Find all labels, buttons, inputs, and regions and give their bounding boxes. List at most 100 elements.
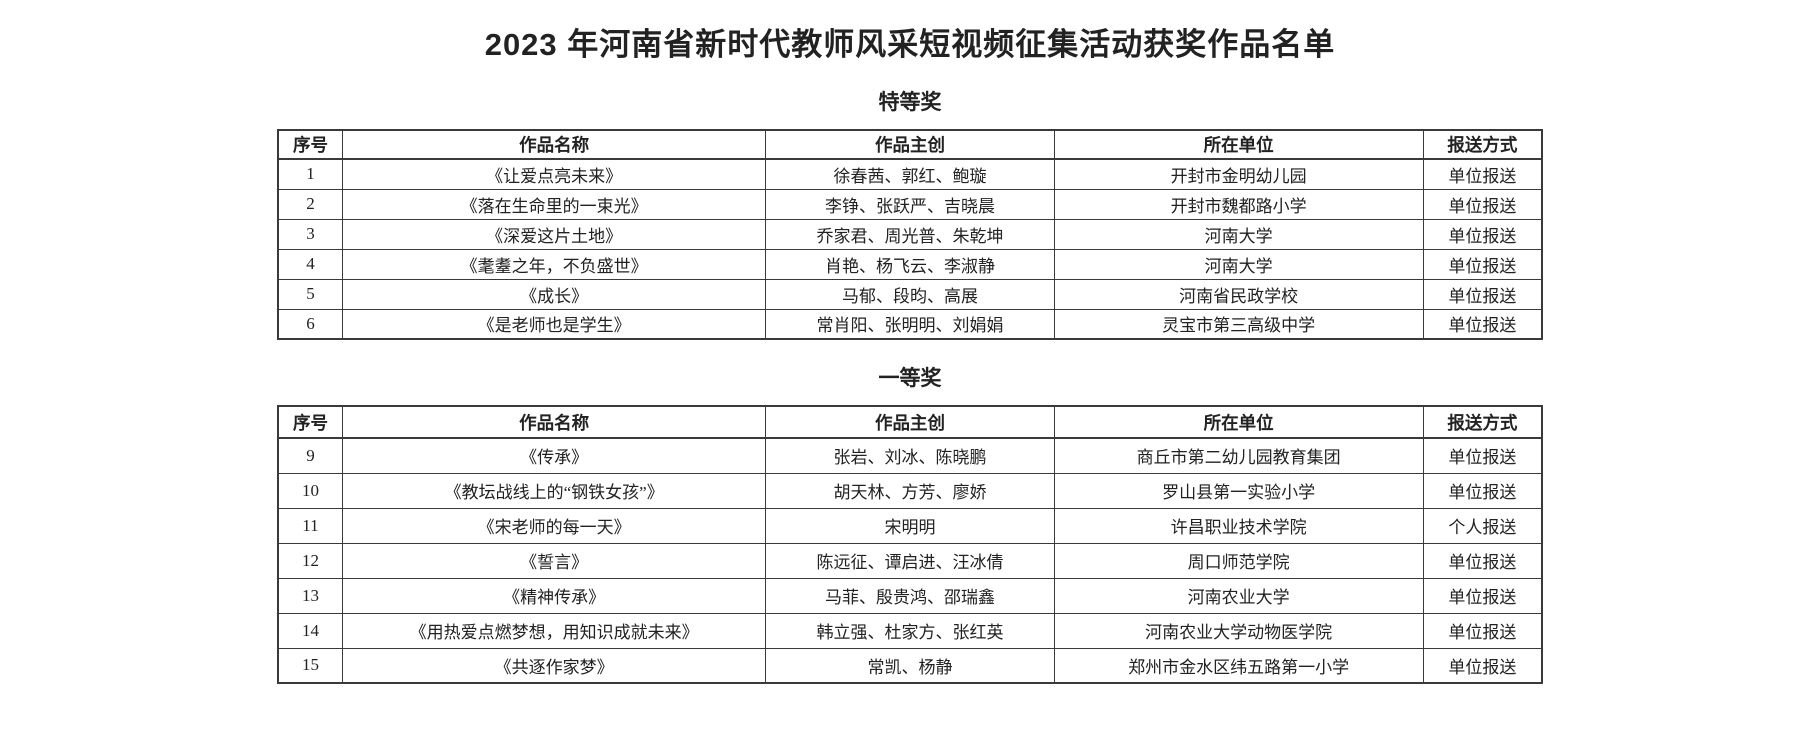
table-body: 1 《让爱点亮未来》 徐春茜、郭红、鲍璇 开封市金明幼儿园 单位报送 2 《落在生命里的一束… [277, 158, 1543, 340]
award-section: 一等奖 序号 作品名称 作品主创 所在单位 报送方式 9 《传承》 张岩、刘冰、陈晓鹏 商丘市… [277, 367, 1543, 684]
table-row: 13 《精神传承》 马菲、殷贵鸿、邵瑞鑫 河南农业大学 单位报送 [277, 577, 1543, 614]
table-cell: 13 [277, 577, 343, 614]
table-cell: 《让爱点亮未来》 [341, 158, 767, 190]
table-cell: 《誓言》 [341, 542, 767, 579]
table-cell: 15 [277, 647, 343, 684]
award-table: 序号 作品名称 作品主创 所在单位 报送方式 9 《传承》 张岩、刘冰、陈晓鹏 商丘市第二幼儿… [277, 405, 1543, 684]
table-cell: 单位报送 [1422, 188, 1543, 220]
table-cell: 河南大学 [1053, 248, 1424, 280]
table-cell: 《是老师也是学生》 [341, 308, 767, 340]
table-cell: 2 [277, 188, 343, 220]
table-cell: 郑州市金水区纬五路第一小学 [1053, 647, 1424, 684]
table-row: 2 《落在生命里的一束光》 李铮、张跃严、吉晓晨 开封市魏都路小学 单位报送 [277, 188, 1543, 220]
table-cell: 单位报送 [1422, 612, 1543, 649]
table-cell: 9 [277, 437, 343, 474]
table-cell: 单位报送 [1422, 647, 1543, 684]
award-section-heading: 特等奖 [878, 91, 942, 114]
column-header: 作品名称 [341, 129, 767, 160]
table-cell: 河南农业大学动物医学院 [1053, 612, 1424, 649]
table-cell: 单位报送 [1422, 308, 1543, 340]
column-header: 作品主创 [765, 405, 1055, 439]
table-cell: 《耄耋之年，不负盛世》 [341, 248, 767, 280]
table-cell: 14 [277, 612, 343, 649]
table-cell: 常凯、杨静 [765, 647, 1055, 684]
table-cell: 5 [277, 278, 343, 310]
table-cell: 肖艳、杨飞云、李淑静 [765, 248, 1055, 280]
table-header-row: 序号 作品名称 作品主创 所在单位 报送方式 [277, 129, 1543, 160]
table-cell: 单位报送 [1422, 577, 1543, 614]
table-cell: 单位报送 [1422, 472, 1543, 509]
table-cell: 陈远征、谭启进、汪冰倩 [765, 542, 1055, 579]
table-cell: 河南大学 [1053, 218, 1424, 250]
table-cell: 开封市金明幼儿园 [1053, 158, 1424, 190]
document-page: 2023 年河南省新时代教师风采短视频征集活动获奖作品名单 特等奖 序号 作品名称… [277, 26, 1543, 684]
table-cell: 马郁、段昀、高展 [765, 278, 1055, 310]
table-cell: 韩立强、杜家方、张红英 [765, 612, 1055, 649]
table-row: 5 《成长》 马郁、段昀、高展 河南省民政学校 单位报送 [277, 278, 1543, 310]
table-cell: 4 [277, 248, 343, 280]
table-row: 4 《耄耋之年，不负盛世》 肖艳、杨飞云、李淑静 河南大学 单位报送 [277, 248, 1543, 280]
table-cell: 单位报送 [1422, 158, 1543, 190]
table-cell: 开封市魏都路小学 [1053, 188, 1424, 220]
table-row: 14 《用热爱点燃梦想，用知识成就未来》 韩立强、杜家方、张红英 河南农业大学动物医学… [277, 612, 1543, 649]
table-cell: 10 [277, 472, 343, 509]
column-header: 所在单位 [1053, 405, 1424, 439]
table-cell: 单位报送 [1422, 437, 1543, 474]
column-header: 序号 [277, 129, 343, 160]
table-cell: 个人报送 [1422, 507, 1543, 544]
table-row: 3 《深爱这片土地》 乔家君、周光普、朱乾坤 河南大学 单位报送 [277, 218, 1543, 250]
table-cell: 河南农业大学 [1053, 577, 1424, 614]
table-cell: 《用热爱点燃梦想，用知识成就未来》 [341, 612, 767, 649]
table-cell: 罗山县第一实验小学 [1053, 472, 1424, 509]
award-table: 序号 作品名称 作品主创 所在单位 报送方式 1 《让爱点亮未来》 徐春茜、郭红、鲍璇 开封市… [277, 129, 1543, 340]
table-cell: 灵宝市第三高级中学 [1053, 308, 1424, 340]
table-cell: 《落在生命里的一束光》 [341, 188, 767, 220]
table-header-row: 序号 作品名称 作品主创 所在单位 报送方式 [277, 405, 1543, 439]
column-header: 作品主创 [765, 129, 1055, 160]
table-cell: 单位报送 [1422, 248, 1543, 280]
table-cell: 《深爱这片土地》 [341, 218, 767, 250]
table-cell: 3 [277, 218, 343, 250]
table-row: 12 《誓言》 陈远征、谭启进、汪冰倩 周口师范学院 单位报送 [277, 542, 1543, 579]
award-section-heading: 一等奖 [878, 367, 942, 390]
table-cell: 商丘市第二幼儿园教育集团 [1053, 437, 1424, 474]
table-cell: 《精神传承》 [341, 577, 767, 614]
table-cell: 11 [277, 507, 343, 544]
document-title: 2023 年河南省新时代教师风采短视频征集活动获奖作品名单 [484, 27, 1336, 62]
table-row: 6 《是老师也是学生》 常肖阳、张明明、刘娟娟 灵宝市第三高级中学 单位报送 [277, 308, 1543, 340]
table-body: 9 《传承》 张岩、刘冰、陈晓鹏 商丘市第二幼儿园教育集团 单位报送 10 《教坛战线上的“… [277, 437, 1543, 684]
table-row: 11 《宋老师的每一天》 宋明明 许昌职业技术学院 个人报送 [277, 507, 1543, 544]
column-header: 所在单位 [1053, 129, 1424, 160]
table-cell: 张岩、刘冰、陈晓鹏 [765, 437, 1055, 474]
table-row: 15 《共逐作家梦》 常凯、杨静 郑州市金水区纬五路第一小学 单位报送 [277, 647, 1543, 684]
table-cell: 《成长》 [341, 278, 767, 310]
table-cell: 单位报送 [1422, 542, 1543, 579]
column-header: 报送方式 [1422, 129, 1543, 160]
table-cell: 河南省民政学校 [1053, 278, 1424, 310]
table-cell: 单位报送 [1422, 278, 1543, 310]
table-row: 9 《传承》 张岩、刘冰、陈晓鹏 商丘市第二幼儿园教育集团 单位报送 [277, 437, 1543, 474]
column-header: 序号 [277, 405, 343, 439]
award-sections: 特等奖 序号 作品名称 作品主创 所在单位 报送方式 1 《让爱点亮未来》 徐春茜、郭红、鲍… [277, 91, 1543, 684]
table-cell: 胡天林、方芳、廖娇 [765, 472, 1055, 509]
table-cell: 《传承》 [341, 437, 767, 474]
table-cell: 12 [277, 542, 343, 579]
table-cell: 6 [277, 308, 343, 340]
table-cell: 常肖阳、张明明、刘娟娟 [765, 308, 1055, 340]
table-row: 1 《让爱点亮未来》 徐春茜、郭红、鲍璇 开封市金明幼儿园 单位报送 [277, 158, 1543, 190]
table-cell: 李铮、张跃严、吉晓晨 [765, 188, 1055, 220]
column-header: 作品名称 [341, 405, 767, 439]
table-cell: 周口师范学院 [1053, 542, 1424, 579]
award-section: 特等奖 序号 作品名称 作品主创 所在单位 报送方式 1 《让爱点亮未来》 徐春茜、郭红、鲍… [277, 91, 1543, 340]
table-cell: 单位报送 [1422, 218, 1543, 250]
table-cell: 《共逐作家梦》 [341, 647, 767, 684]
table-cell: 1 [277, 158, 343, 190]
table-cell: 徐春茜、郭红、鲍璇 [765, 158, 1055, 190]
column-header: 报送方式 [1422, 405, 1543, 439]
table-cell: 《教坛战线上的“钢铁女孩”》 [341, 472, 767, 509]
table-cell: 马菲、殷贵鸿、邵瑞鑫 [765, 577, 1055, 614]
table-cell: 许昌职业技术学院 [1053, 507, 1424, 544]
table-cell: 乔家君、周光普、朱乾坤 [765, 218, 1055, 250]
table-row: 10 《教坛战线上的“钢铁女孩”》 胡天林、方芳、廖娇 罗山县第一实验小学 单位报送 [277, 472, 1543, 509]
table-cell: 《宋老师的每一天》 [341, 507, 767, 544]
